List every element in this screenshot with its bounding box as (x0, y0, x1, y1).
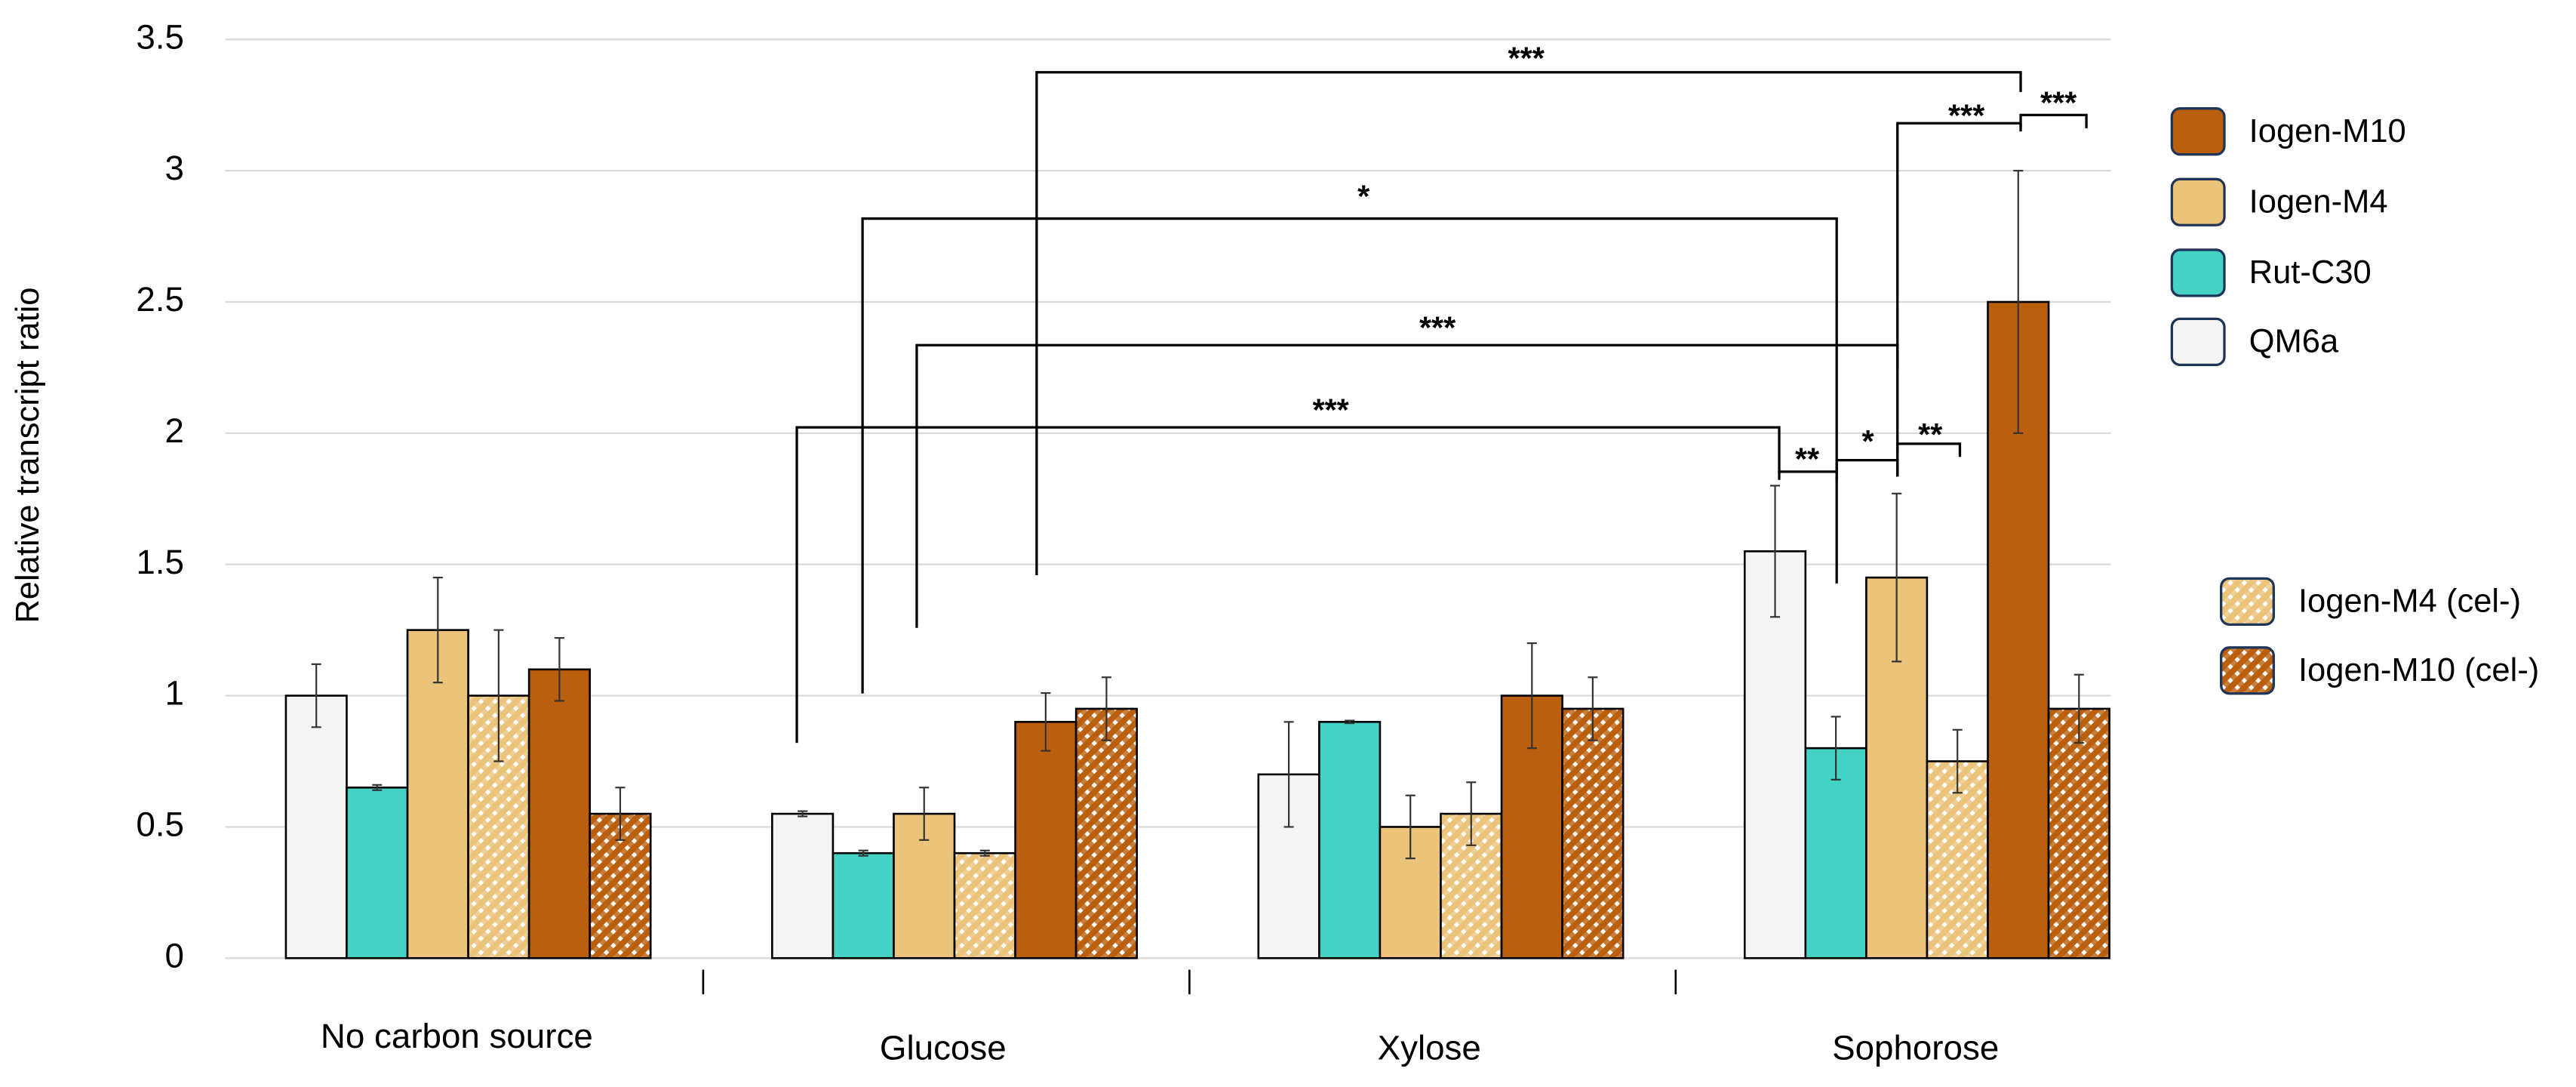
y-tick-label: 0.5 (136, 805, 184, 844)
error-bar (1770, 485, 1781, 618)
error-bar (615, 787, 626, 841)
y-tick-label: 1.5 (136, 543, 184, 581)
y-tick-label: 3.5 (136, 17, 184, 56)
significance-bracket (2019, 113, 2088, 128)
bar (1074, 707, 1139, 959)
y-tick-label: 1 (164, 674, 183, 713)
error-bar (493, 629, 504, 762)
error-bar (919, 787, 930, 841)
bar (527, 668, 591, 959)
error-bar (1405, 794, 1416, 860)
error-bar (1101, 676, 1111, 741)
legend-label: QM6a (2249, 324, 2339, 360)
significance-bracket (1778, 470, 1838, 480)
legend-label: Rut-C30 (2249, 254, 2372, 291)
legend-swatch (2170, 107, 2226, 156)
y-tick-label: 2.5 (136, 280, 184, 319)
error-bar (1952, 728, 1963, 794)
significance-bracket (861, 217, 1838, 694)
bar (771, 812, 835, 959)
significance-label: * (1861, 424, 1874, 459)
legend-swatch (2220, 577, 2275, 626)
legend-label: Iogen-M10 (cel-) (2298, 652, 2539, 688)
significance-label: *** (1508, 41, 1545, 75)
error-bar (1283, 721, 1294, 828)
bar (284, 694, 348, 959)
bar (346, 786, 409, 959)
bar (953, 851, 1016, 959)
legend-swatch (2220, 646, 2275, 695)
error-bar (372, 784, 383, 791)
error-bar (858, 849, 868, 857)
x-tick-label: No carbon source (321, 1017, 593, 1055)
bar (589, 812, 652, 959)
bar (1561, 707, 1625, 959)
legend-swatch (2170, 177, 2226, 226)
error-bar (311, 663, 321, 728)
significance-label: ** (1918, 417, 1943, 452)
significance-bracket (1835, 458, 1899, 477)
significance-label: *** (1419, 311, 1456, 346)
error-bar (2073, 673, 2084, 744)
error-bar (432, 577, 443, 684)
significance-label: *** (2040, 85, 2077, 120)
y-tick-label: 0 (164, 936, 183, 975)
error-bar (979, 849, 990, 857)
significance-bracket (1035, 71, 2022, 576)
error-bar (1526, 642, 1537, 750)
significance-label: ** (1795, 442, 1820, 477)
error-bar (2013, 170, 2024, 434)
error-bar (1041, 692, 1051, 752)
error-bar (798, 810, 808, 818)
legend-label: Iogen-M4 (2249, 183, 2388, 220)
significance-bracket (1896, 442, 1962, 457)
error-bar (1466, 781, 1477, 846)
bar (832, 851, 895, 959)
error-bar (1892, 492, 1902, 663)
error-bar (1588, 676, 1598, 741)
significance-label: * (1357, 179, 1370, 214)
bar (1318, 721, 1382, 959)
bar (2047, 707, 2110, 959)
x-tick-label: Sophorose (1832, 1028, 1999, 1067)
legend-label: Iogen-M4 (cel-) (2298, 584, 2521, 620)
bar (1014, 721, 1077, 959)
x-tick-label: Xylose (1378, 1028, 1481, 1067)
significance-label: *** (1312, 393, 1349, 427)
significance-bracket (1896, 122, 2022, 477)
legend-label: Iogen-M10 (2249, 113, 2406, 149)
significance-label: *** (1948, 99, 1985, 134)
bar (1926, 760, 1989, 959)
bar (406, 629, 469, 959)
significance-bracket (795, 426, 1781, 744)
y-tick-label: 2 (164, 411, 183, 450)
significance-bracket (915, 343, 1899, 628)
legend-swatch (2170, 248, 2226, 297)
error-bar (1831, 716, 1841, 781)
x-tick-label: Glucose (880, 1028, 1007, 1067)
error-bar (1345, 719, 1355, 725)
y-tick-label: 3 (164, 149, 183, 187)
y-axis-label: Relative transcript ratio (10, 288, 46, 624)
legend-swatch (2170, 317, 2226, 366)
error-bar (554, 636, 564, 702)
